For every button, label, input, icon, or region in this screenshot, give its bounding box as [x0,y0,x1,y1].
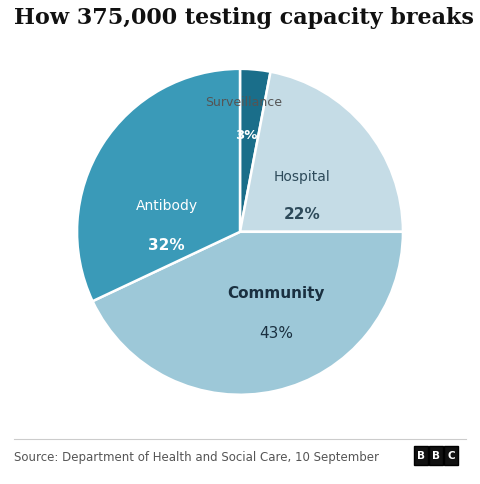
Text: 22%: 22% [284,206,320,221]
Text: B: B [432,451,440,460]
Text: 43%: 43% [259,325,293,340]
Text: Hospital: Hospital [274,169,330,183]
Wedge shape [93,232,403,395]
Text: B: B [417,451,425,460]
Text: Surveillance: Surveillance [205,96,282,109]
Wedge shape [240,73,403,232]
Text: Antibody: Antibody [136,199,198,213]
Text: 3%: 3% [235,128,258,141]
Text: How 375,000 testing capacity breaks down: How 375,000 testing capacity breaks down [14,7,480,29]
Text: Source: Department of Health and Social Care, 10 September: Source: Department of Health and Social … [14,450,379,463]
Text: 32%: 32% [148,237,185,252]
Wedge shape [240,70,271,232]
Text: C: C [448,451,455,460]
Text: Community: Community [227,286,324,301]
Wedge shape [77,70,240,302]
